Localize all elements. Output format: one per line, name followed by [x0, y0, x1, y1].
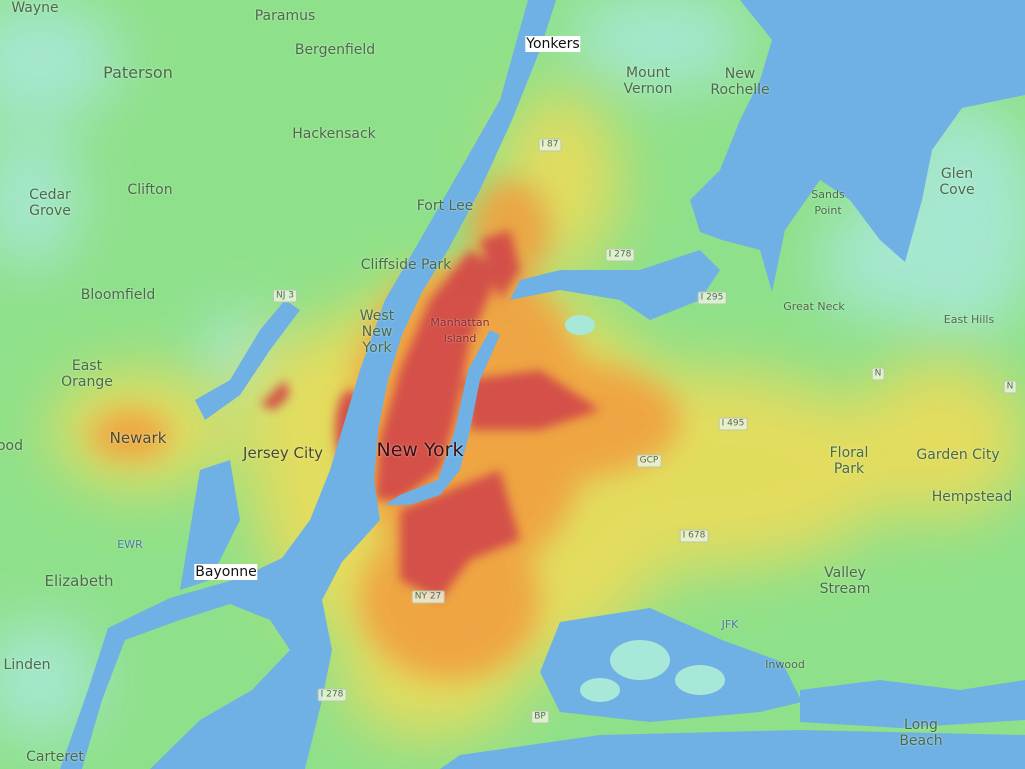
place-label: Floral Park — [829, 445, 869, 477]
place-label: New York — [376, 439, 464, 461]
place-label: Garden City — [916, 447, 1000, 463]
flushing-bay — [510, 250, 720, 320]
place-label: Cedar Grove — [29, 187, 71, 219]
place-label: Hempstead — [931, 489, 1013, 505]
place-label: Mount Vernon — [623, 65, 673, 97]
islands — [565, 315, 725, 702]
highway-shield: NJ 3 — [273, 289, 297, 303]
place-label: Fort Lee — [416, 198, 474, 214]
hudson-river — [60, 0, 556, 769]
place-label: Bayonne — [194, 564, 258, 580]
highway-shield: N — [1003, 380, 1017, 394]
long-island-sound — [690, 0, 1025, 292]
highway-shield: BP — [531, 710, 549, 724]
place-label: West New York — [359, 308, 395, 356]
place-label: Valley Stream — [819, 565, 871, 597]
highway-shield: I 495 — [718, 417, 748, 431]
place-label: Hackensack — [292, 126, 376, 142]
place-label: Wayne — [11, 0, 59, 16]
place-label: Paterson — [103, 63, 173, 82]
place-label: Inwood — [765, 658, 805, 671]
water — [60, 0, 1025, 769]
airport-label: EWR — [117, 538, 143, 551]
place-label: Long Beach — [899, 717, 943, 749]
place-label: Sands Point — [811, 188, 845, 217]
place-label: Cliffside Park — [360, 257, 452, 273]
place-label: Newark — [109, 429, 167, 447]
place-label: Manhattan Island — [430, 316, 490, 345]
highway-shield: N — [871, 367, 885, 381]
place-label: ood — [0, 438, 24, 454]
highway-shield: NY 27 — [411, 590, 445, 604]
place-label: Linden — [3, 657, 51, 673]
east-river — [385, 330, 500, 505]
place-label: Glen Cove — [939, 166, 975, 198]
highway-shield: I 295 — [697, 291, 727, 305]
newark-bay — [180, 460, 240, 590]
highway-shield: I 87 — [538, 138, 562, 152]
highway-shield: GCP — [636, 454, 662, 468]
passaic-river — [195, 300, 300, 420]
place-label: New Rochelle — [710, 66, 770, 98]
south-shore-bays — [800, 680, 1025, 728]
place-label: Elizabeth — [44, 572, 114, 590]
place-label: Paramus — [254, 8, 316, 24]
place-label: Great Neck — [783, 300, 845, 313]
place-label: Carteret — [26, 749, 84, 765]
place-label: Bergenfield — [294, 42, 376, 58]
place-label: Bloomfield — [80, 287, 156, 303]
highway-shield: I 278 — [317, 688, 347, 702]
place-label: East Orange — [61, 358, 113, 390]
place-label: Jersey City — [243, 444, 323, 462]
place-label: Clifton — [127, 182, 173, 198]
highway-shield: I 678 — [679, 529, 709, 543]
place-label: Yonkers — [525, 36, 581, 52]
atlantic-ocean — [440, 730, 1025, 769]
place-label: East Hills — [943, 313, 995, 326]
airport-label: JFK — [721, 618, 739, 631]
highway-shield: I 278 — [605, 248, 635, 262]
